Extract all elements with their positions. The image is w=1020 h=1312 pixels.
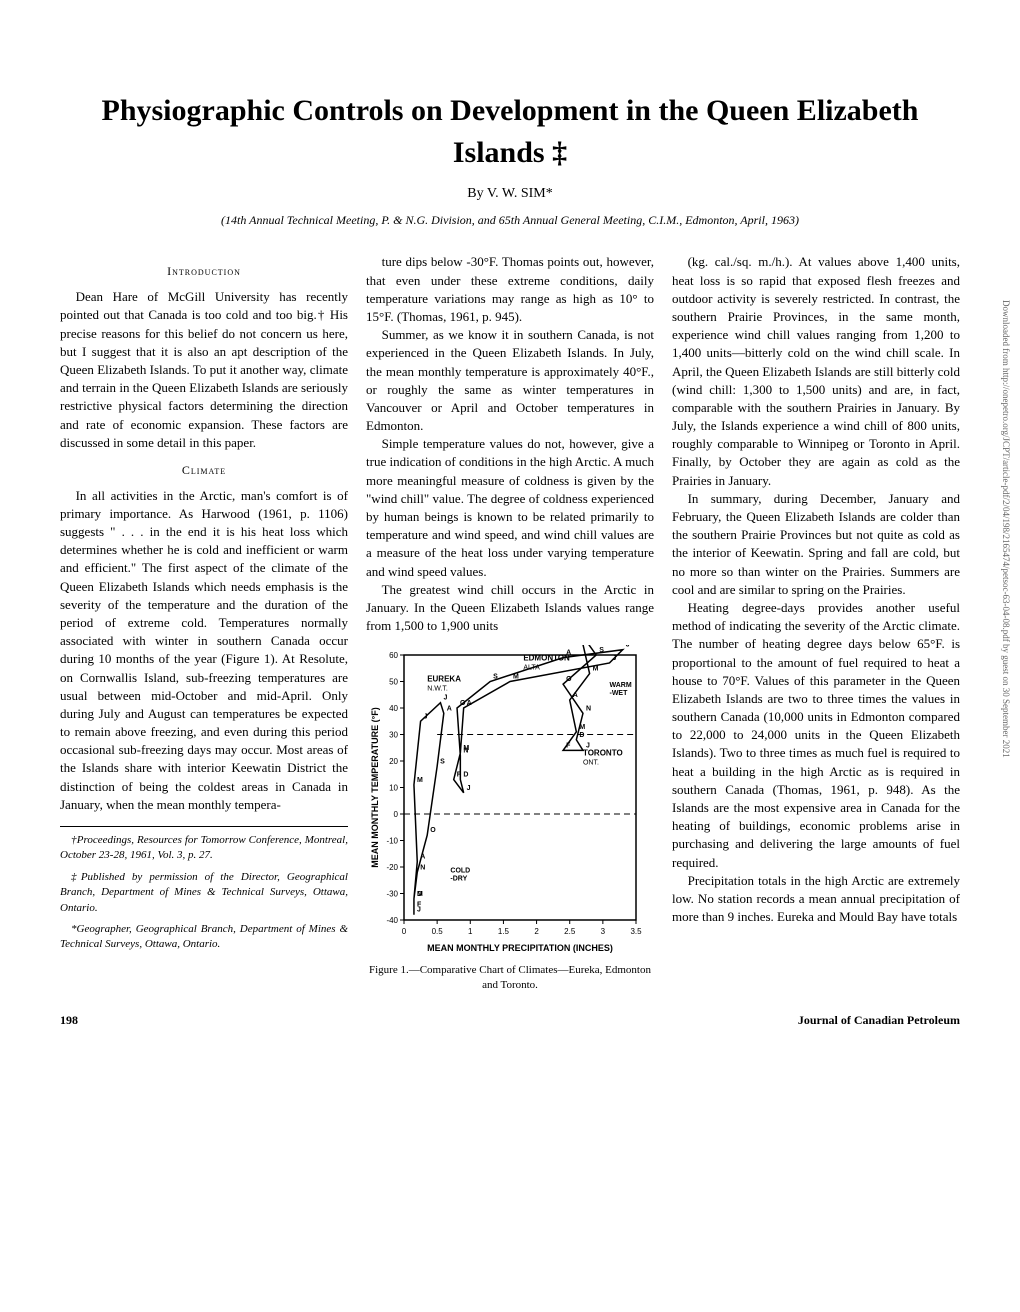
intro-heading: Introduction bbox=[60, 263, 348, 280]
svg-text:M: M bbox=[417, 777, 423, 784]
svg-text:S: S bbox=[440, 759, 445, 766]
body-text: Dean Hare of McGill University has recen… bbox=[60, 288, 348, 452]
svg-text:3: 3 bbox=[601, 927, 606, 936]
body-text: Heating degree-days provides another use… bbox=[672, 599, 960, 872]
column-1: Introduction Dean Hare of McGill Univers… bbox=[60, 253, 348, 992]
svg-text:-WET: -WET bbox=[609, 690, 628, 697]
svg-text:-30: -30 bbox=[386, 890, 398, 899]
body-text: Precipitation totals in the high Arctic … bbox=[672, 872, 960, 927]
svg-text:EUREKA: EUREKA bbox=[427, 675, 461, 684]
svg-text:J: J bbox=[424, 714, 428, 721]
svg-text:20: 20 bbox=[389, 757, 398, 766]
svg-text:WARM: WARM bbox=[609, 682, 631, 689]
svg-text:S: S bbox=[599, 647, 604, 654]
svg-text:O: O bbox=[566, 676, 572, 683]
download-note: Downloaded from http://onepetro.org/JCPT… bbox=[999, 300, 1012, 758]
svg-text:-20: -20 bbox=[386, 863, 398, 872]
svg-text:ALTA: ALTA bbox=[523, 665, 540, 672]
svg-text:J: J bbox=[626, 645, 630, 649]
body-text: In summary, during December, January and… bbox=[672, 490, 960, 599]
svg-text:1: 1 bbox=[468, 927, 473, 936]
climate-chart-svg: -40 -30 -20 -10 0 10 20 30 40 50 60 0 0.5 1 1.5 2 2.5 3 3.… bbox=[366, 645, 646, 955]
body-text: In all activities in the Arctic, man's c… bbox=[60, 487, 348, 814]
column-layout: Introduction Dean Hare of McGill Univers… bbox=[60, 253, 960, 992]
svg-text:10: 10 bbox=[389, 784, 398, 793]
climate-heading: Climate bbox=[60, 462, 348, 479]
body-text: (kg. cal./sq. m./h.). At values above 1,… bbox=[672, 253, 960, 489]
svg-text:J: J bbox=[467, 785, 471, 792]
footnote: ‡Published by permission of the Director… bbox=[60, 870, 348, 916]
figure-1-chart: -40 -30 -20 -10 0 10 20 30 40 50 60 0 0.5 1 1.5 2 2.5 3 3.… bbox=[366, 645, 654, 955]
svg-text:-40: -40 bbox=[386, 916, 398, 925]
svg-text:D: D bbox=[417, 891, 422, 898]
svg-text:D: D bbox=[579, 732, 584, 739]
svg-text:M: M bbox=[579, 724, 585, 731]
svg-text:COLD: COLD bbox=[450, 868, 470, 875]
svg-text:A: A bbox=[447, 706, 452, 713]
svg-text:0: 0 bbox=[402, 927, 407, 936]
body-text: Summer, as we know it in southern Canada… bbox=[366, 326, 654, 435]
body-text: Simple temperature values do not, howeve… bbox=[366, 435, 654, 581]
svg-text:MEAN MONTHLY TEMPERATURE (°F): MEAN MONTHLY TEMPERATURE (°F) bbox=[370, 708, 380, 868]
column-3: (kg. cal./sq. m./h.). At values above 1,… bbox=[672, 253, 960, 992]
figure-caption: Figure 1.—Comparative Chart of Climates—… bbox=[366, 963, 654, 992]
footnotes: †Proceedings, Resources for Tomorrow Con… bbox=[60, 826, 348, 953]
svg-text:30: 30 bbox=[389, 731, 398, 740]
svg-text:MEAN MONTHLY PRECIPITATION (IN: MEAN MONTHLY PRECIPITATION (INCHES) bbox=[427, 943, 613, 953]
svg-text:M: M bbox=[513, 674, 519, 681]
svg-text:N: N bbox=[463, 748, 468, 755]
svg-text:40: 40 bbox=[389, 704, 398, 713]
svg-text:60: 60 bbox=[389, 651, 398, 660]
page-footer: 198 Journal of Canadian Petroleum bbox=[60, 1012, 960, 1029]
svg-text:2.5: 2.5 bbox=[564, 927, 576, 936]
body-text: The greatest wind chill occurs in the Ar… bbox=[366, 581, 654, 636]
article-title: Physiographic Controls on Development in… bbox=[60, 90, 960, 174]
svg-text:F: F bbox=[566, 743, 571, 750]
svg-text:ONT.: ONT. bbox=[583, 760, 599, 767]
svg-text:-10: -10 bbox=[386, 837, 398, 846]
journal-name: Journal of Canadian Petroleum bbox=[798, 1012, 960, 1029]
svg-text:D: D bbox=[463, 772, 468, 779]
svg-text:0: 0 bbox=[394, 810, 399, 819]
svg-text:1.5: 1.5 bbox=[498, 927, 510, 936]
svg-text:50: 50 bbox=[389, 678, 398, 687]
svg-text:N: N bbox=[420, 865, 425, 872]
svg-text:O: O bbox=[460, 700, 466, 707]
column-2: ture dips below -30°F. Thomas points out… bbox=[366, 253, 654, 992]
svg-text:A: A bbox=[420, 854, 425, 861]
svg-text:F: F bbox=[417, 902, 422, 909]
svg-text:J: J bbox=[443, 695, 447, 702]
svg-text:F: F bbox=[457, 772, 462, 779]
page-number: 198 bbox=[60, 1012, 78, 1029]
svg-text:O: O bbox=[430, 828, 436, 835]
svg-text:A: A bbox=[467, 700, 472, 707]
footnote: †Proceedings, Resources for Tomorrow Con… bbox=[60, 833, 348, 864]
svg-text:J: J bbox=[612, 655, 616, 662]
svg-text:TORONTO: TORONTO bbox=[583, 749, 623, 758]
meeting-info: (14th Annual Technical Meeting, P. & N.G… bbox=[60, 212, 960, 229]
byline: By V. W. SIM* bbox=[60, 184, 960, 204]
svg-text:EDMONTON: EDMONTON bbox=[523, 654, 570, 663]
body-text: ture dips below -30°F. Thomas points out… bbox=[366, 253, 654, 326]
svg-text:S: S bbox=[493, 674, 498, 681]
svg-text:0.5: 0.5 bbox=[432, 927, 444, 936]
svg-text:A: A bbox=[573, 692, 578, 699]
svg-text:N.W.T.: N.W.T. bbox=[427, 686, 448, 693]
svg-text:M: M bbox=[593, 666, 599, 673]
svg-text:-DRY: -DRY bbox=[450, 876, 467, 883]
svg-text:3.5: 3.5 bbox=[630, 927, 642, 936]
svg-text:N: N bbox=[586, 706, 591, 713]
footnote: *Geographer, Geographical Branch, Depart… bbox=[60, 922, 348, 953]
svg-text:2: 2 bbox=[534, 927, 539, 936]
